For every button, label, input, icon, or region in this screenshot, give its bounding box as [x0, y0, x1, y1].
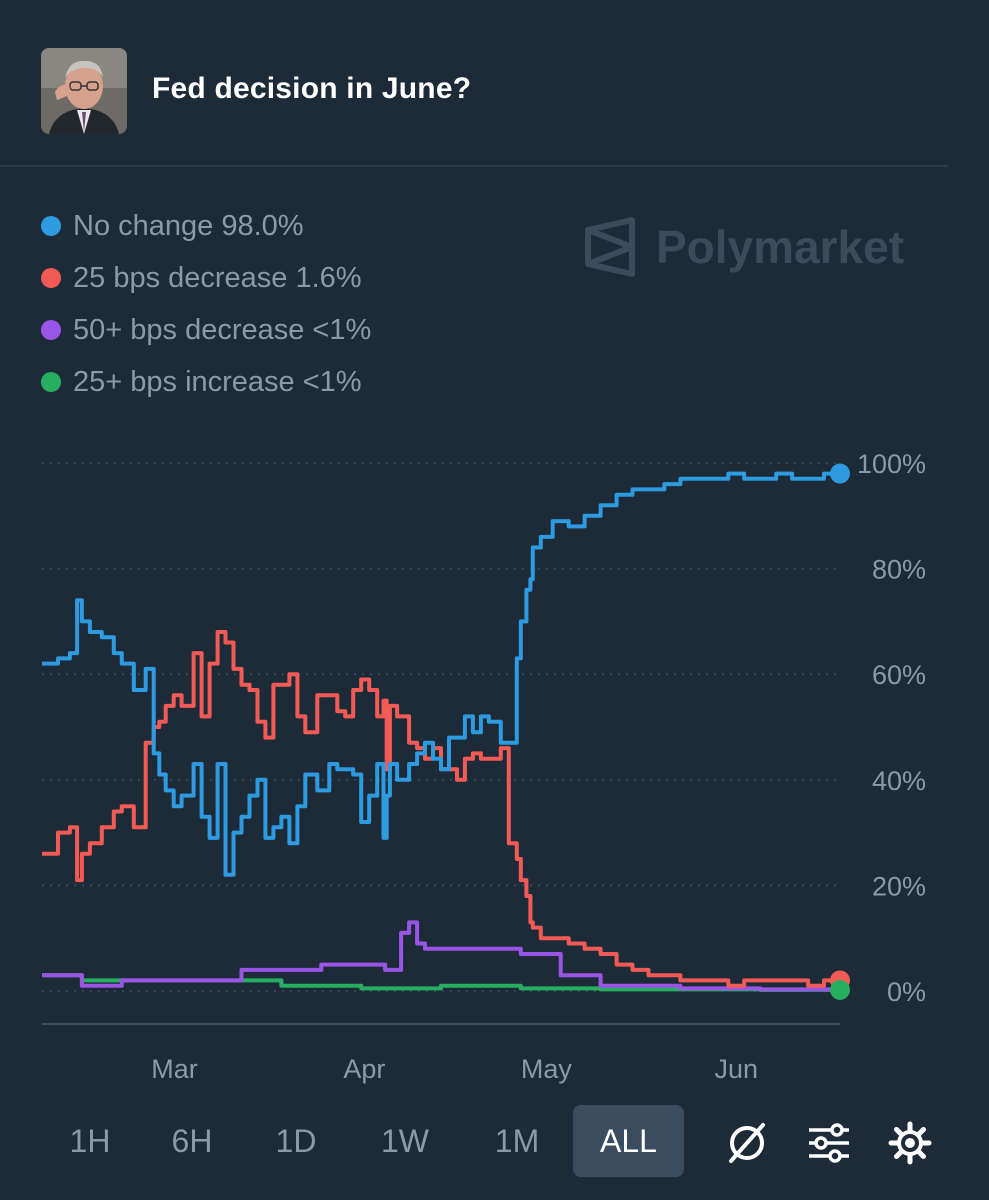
- range-button-all[interactable]: ALL: [573, 1105, 684, 1177]
- y-tick-label: 80%: [872, 555, 926, 585]
- legend-dot-icon: [41, 216, 61, 236]
- legend-dot-icon: [41, 372, 61, 392]
- legend-label: 25 bps decrease 1.6%: [73, 261, 362, 294]
- chart-controls: 1H 6H 1D 1W 1M ALL: [0, 1105, 989, 1177]
- y-tick-label: 0%: [887, 977, 926, 1007]
- crossed-out-circle-icon[interactable]: [725, 1121, 769, 1165]
- polymarket-watermark: Polymarket: [584, 214, 904, 280]
- legend-label: No change 98.0%: [73, 209, 304, 242]
- gear-icon[interactable]: [888, 1121, 932, 1165]
- y-tick-label: 20%: [872, 871, 926, 901]
- polymarket-logo-icon: [585, 217, 635, 277]
- market-title: Fed decision in June?: [152, 72, 472, 105]
- x-tick-label: May: [521, 1054, 573, 1084]
- range-label: 1D: [275, 1122, 317, 1159]
- avatar[interactable]: [41, 48, 127, 134]
- sliders-icon[interactable]: [807, 1121, 851, 1165]
- series-end-marker: [830, 463, 850, 484]
- series-line-25-bps-decrease: [42, 630, 840, 988]
- legend-item-25bps-decrease: 25 bps decrease 1.6%: [40, 252, 371, 304]
- range-button-1d[interactable]: 1D: [254, 1105, 338, 1177]
- range-label: 1M: [494, 1122, 540, 1159]
- range-button-1h[interactable]: 1H: [48, 1105, 132, 1177]
- x-tick-label: Apr: [343, 1054, 385, 1084]
- y-tick-label: 40%: [872, 766, 926, 796]
- x-tick-label: Mar: [151, 1054, 198, 1084]
- series-line-50-bps-decrease: [42, 920, 840, 992]
- legend-label: 25+ bps increase <1%: [73, 365, 362, 398]
- range-button-6h[interactable]: 6H: [150, 1105, 234, 1177]
- x-tick-label: Jun: [714, 1054, 758, 1084]
- header-divider: [0, 165, 948, 167]
- range-button-1m[interactable]: 1M: [474, 1105, 560, 1177]
- series-line-no-change: [42, 471, 840, 877]
- y-tick-label: 60%: [872, 660, 926, 690]
- price-chart[interactable]: 0% 20% 40% 60% 80% 100% Mar Apr May Jun: [0, 440, 989, 1100]
- market-header: Fed decision in June?: [0, 0, 989, 166]
- legend-item-no-change: No change 98.0%: [40, 200, 371, 252]
- legend-item-50bps-decrease: 50+ bps decrease <1%: [40, 304, 371, 356]
- range-label: 1H: [69, 1122, 111, 1159]
- chart-legend: No change 98.0% 25 bps decrease 1.6% 50+…: [40, 200, 371, 408]
- range-label: ALL: [600, 1122, 657, 1159]
- watermark-text: Polymarket: [656, 221, 905, 273]
- legend-dot-icon: [41, 320, 61, 340]
- legend-label: 50+ bps decrease <1%: [73, 313, 372, 346]
- range-button-1w[interactable]: 1W: [360, 1105, 450, 1177]
- range-label: 1W: [381, 1122, 429, 1159]
- legend-item-25bps-increase: 25+ bps increase <1%: [40, 356, 371, 408]
- avatar-photo-icon: [41, 48, 127, 134]
- y-tick-label: 100%: [857, 449, 926, 479]
- series-end-marker: [830, 979, 850, 1000]
- range-label: 6H: [171, 1122, 213, 1159]
- legend-dot-icon: [41, 268, 61, 288]
